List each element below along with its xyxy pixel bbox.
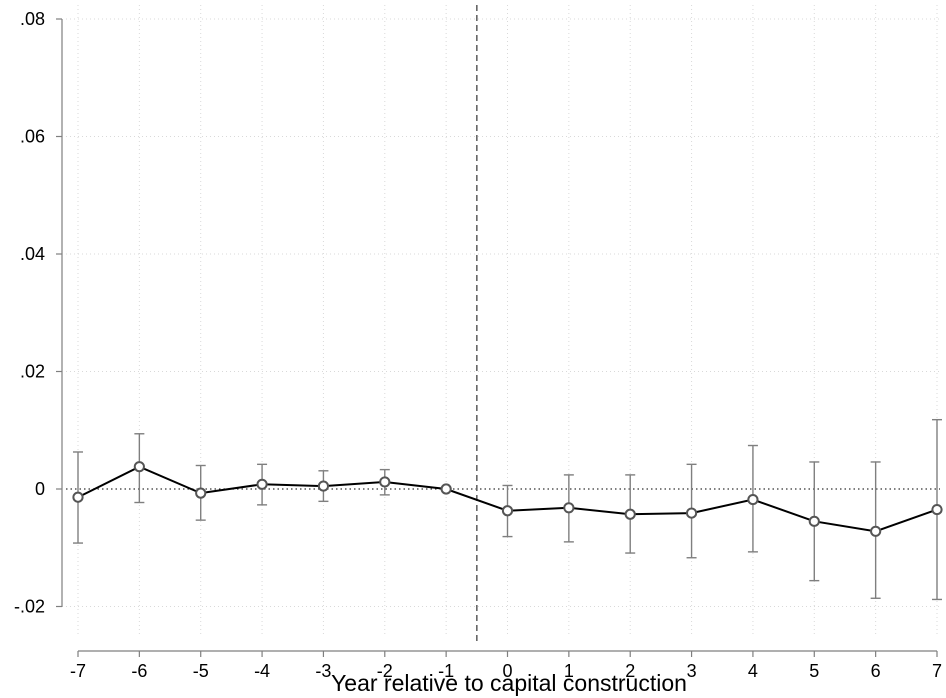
estimate-point [747,493,759,506]
x-tick-label: -7 [70,661,86,681]
estimate-point [685,507,698,519]
x-tick-label: 1 [564,661,574,681]
estimate-point [808,515,820,527]
x-tick-label: 4 [748,661,758,681]
x-tick-label: 7 [932,661,942,681]
x-tick-label: -1 [438,661,454,681]
estimate-point [195,487,207,499]
y-tick-label: .06 [20,127,45,147]
estimate-point [133,461,145,473]
x-tick-label: -2 [377,661,393,681]
estimate-point [501,505,514,517]
x-tick-label: -3 [315,661,331,681]
estimate-point [72,491,84,503]
x-tick-label: 5 [809,661,819,681]
y-tick-label: .04 [20,244,45,264]
estimate-point [931,503,943,516]
estimate-point [624,508,636,520]
gridlines [66,5,940,634]
x-tick-label: 2 [625,661,635,681]
estimate-point [440,483,452,495]
x-tick-label: 3 [687,661,697,681]
x-tick-label: -4 [254,661,270,681]
estimate-point [317,480,330,492]
estimate-point [870,525,882,537]
x-tick-label: 6 [871,661,881,681]
x-tick-label: -5 [193,661,209,681]
y-tick-label: .02 [20,362,45,382]
axes: -.02 0 .02 .04 .06 .08 -7 -6 -5 -4 -3 -2 -1 0 1 2 3 4 5 6 7 [14,9,942,681]
x-axis-title: Year relative to capital construction [331,670,687,696]
confidence-intervals [73,418,942,601]
x-tick-label: 0 [502,661,512,681]
x-tick-label: -6 [131,661,147,681]
estimate-point [256,478,268,490]
estimate-point [379,476,391,488]
estimate-point [563,502,575,514]
y-tick-label: -.02 [14,597,45,617]
point-estimates [72,461,943,537]
reference-lines [66,5,940,645]
y-tick-label: 0 [35,479,45,499]
y-tick-label: .08 [20,9,45,29]
